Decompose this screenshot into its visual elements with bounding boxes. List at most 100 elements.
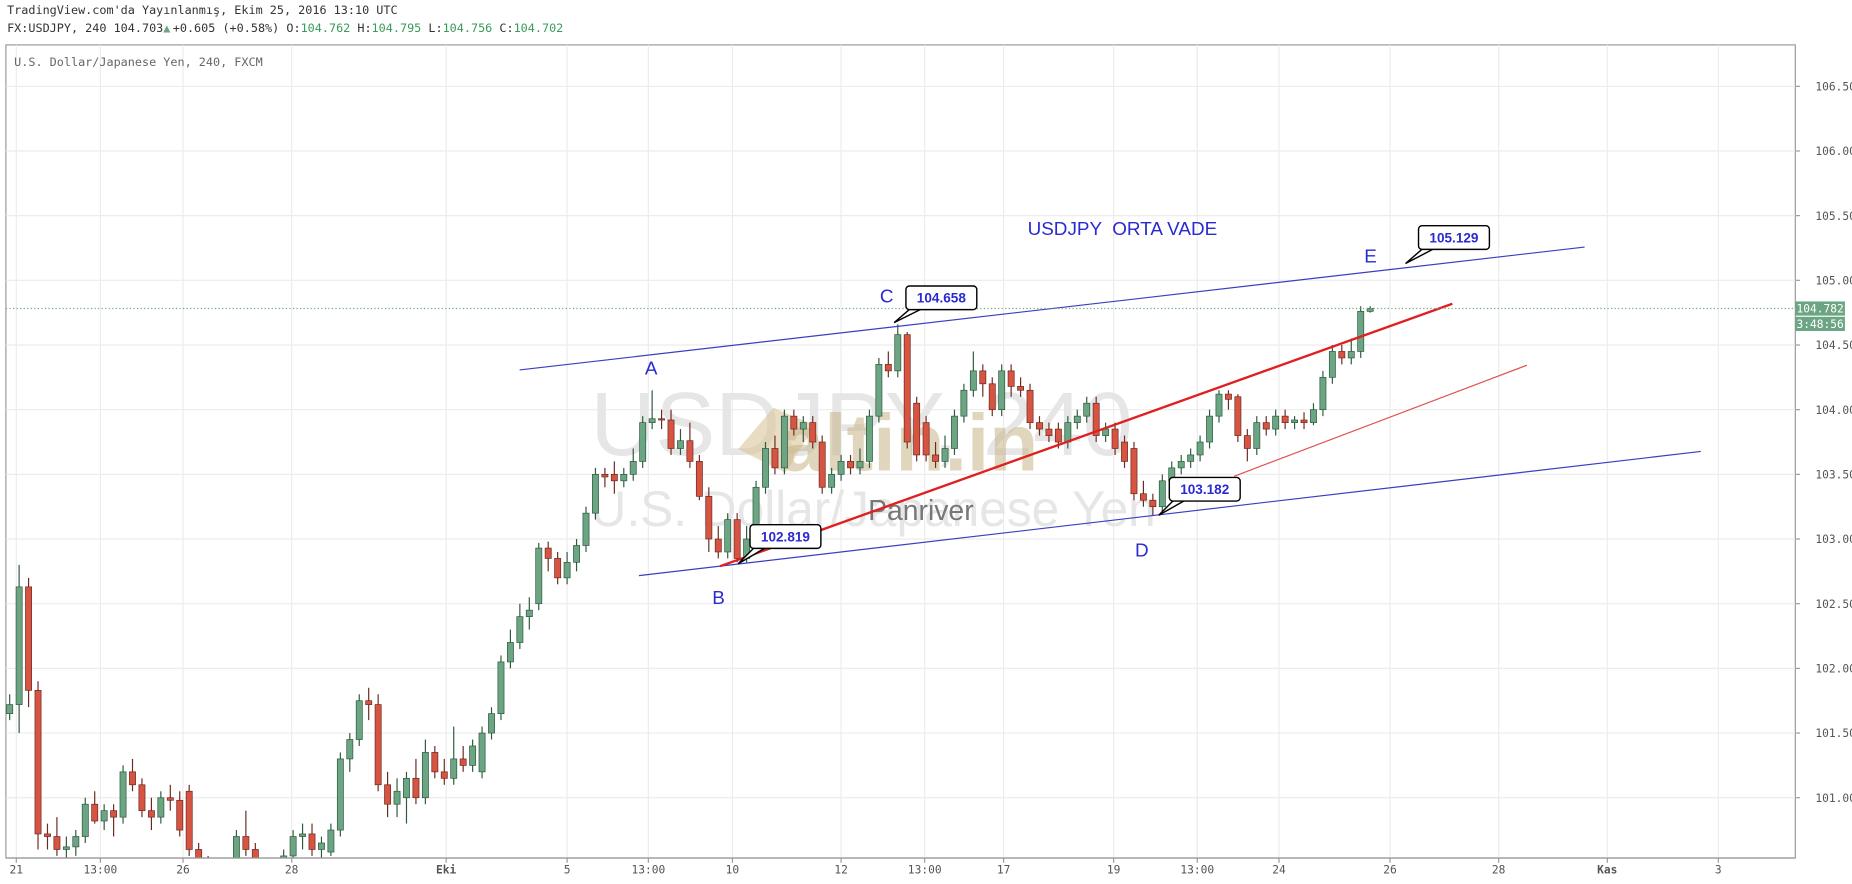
- x-tick-label: 28: [1492, 863, 1506, 876]
- candle-body: [847, 461, 854, 469]
- candle-body: [951, 415, 958, 449]
- candle-body: [554, 558, 562, 579]
- candle-body: [1262, 422, 1270, 430]
- candle-body: [1206, 415, 1213, 443]
- y-tick-label: 101.000: [1815, 792, 1852, 805]
- x-tick-label: 5: [564, 863, 571, 876]
- candle-body: [280, 855, 288, 858]
- countdown-box: [1795, 316, 1845, 331]
- candle-body: [610, 473, 618, 482]
- grid: [5, 44, 1796, 858]
- candle-body: [1111, 428, 1119, 449]
- candle-body: [469, 745, 477, 766]
- last-price-box: [1795, 301, 1845, 316]
- candle-body: [1121, 441, 1128, 462]
- candle-body: [856, 461, 864, 469]
- candle-body: [1130, 448, 1138, 495]
- callout-label: 105.129: [1429, 230, 1479, 245]
- candle-body: [318, 842, 325, 850]
- x-tick-label: 26: [1383, 863, 1397, 876]
- quote-value: 104.795: [372, 21, 422, 35]
- candle-body: [440, 771, 448, 779]
- trend-line: [638, 450, 1701, 577]
- candle-body: [563, 561, 571, 579]
- candle-body: [450, 758, 458, 779]
- candle-body: [1234, 396, 1242, 436]
- candle-body: [1253, 422, 1261, 449]
- trend-line: [1233, 364, 1528, 477]
- candle-body: [1310, 409, 1317, 423]
- candle-body: [242, 836, 250, 850]
- candle-body: [214, 875, 220, 878]
- axes: 101.000 101.500 102.000 102.500 103.000 103.5…: [5, 80, 1852, 876]
- x-tick-label: 13:00: [908, 863, 942, 876]
- y-tick-label: 103.000: [1815, 533, 1852, 546]
- x-tick-label: Eki: [436, 863, 457, 876]
- candle-body: [525, 609, 533, 617]
- y-tick-label: 104.500: [1815, 339, 1852, 352]
- y-tick-label: 104.000: [1815, 404, 1852, 417]
- candle-body: [44, 833, 51, 837]
- x-tick-label: 13:00: [1180, 863, 1214, 876]
- y-tick-label: 105.000: [1815, 274, 1852, 287]
- candle-body: [262, 869, 268, 873]
- candle-body: [119, 771, 127, 818]
- candle-body: [110, 810, 118, 818]
- candle-body: [1149, 499, 1157, 508]
- candle-body: [81, 803, 89, 837]
- last-price-label: 104.782: [1796, 303, 1843, 316]
- arrow: ▲: [163, 21, 171, 35]
- candle-body: [714, 538, 722, 553]
- candle-body: [166, 797, 174, 801]
- candle-body: [403, 777, 410, 799]
- candle-body: [695, 461, 703, 497]
- candle-body: [62, 846, 70, 850]
- candle-body: [1083, 402, 1091, 417]
- candle-body: [1215, 393, 1223, 417]
- candle-body: [1073, 415, 1081, 423]
- x-tick-label: 10: [726, 863, 740, 876]
- candle-body: [884, 364, 892, 372]
- x-tick-label: 26: [176, 863, 190, 876]
- callout-pointer: [1405, 247, 1436, 265]
- candle-body: [922, 422, 930, 456]
- candle-body: [1017, 386, 1025, 391]
- x-tick-label: 13:00: [631, 863, 665, 876]
- trend-line: [719, 302, 1453, 568]
- candle-body: [15, 586, 23, 705]
- candle-body: [620, 473, 628, 482]
- x-tick-label: 3: [1715, 863, 1722, 876]
- candle-body: [185, 790, 193, 850]
- candle-body: [271, 865, 277, 873]
- candle-body: [308, 833, 316, 850]
- quote-value: 104.702: [514, 21, 564, 35]
- candle-body: [1196, 441, 1204, 456]
- symbol: FX:USDJPY, 240: [7, 21, 106, 35]
- callout-box: [749, 524, 822, 550]
- candle-body: [412, 777, 420, 799]
- candle-body: [988, 383, 996, 411]
- candle-body: [809, 422, 817, 443]
- x-tick-label: 21: [10, 863, 24, 876]
- quote-key: O:: [286, 21, 300, 35]
- candle-body: [932, 454, 939, 462]
- x-tick-label: 19: [1107, 863, 1121, 876]
- candle-body: [1338, 351, 1346, 359]
- candle-body: [601, 473, 609, 478]
- candle-body: [979, 370, 987, 385]
- y-tick-label: 102.500: [1815, 598, 1852, 611]
- wave-label: B: [712, 588, 725, 609]
- candle-body: [327, 829, 335, 853]
- candle-body: [790, 415, 798, 430]
- candle-body: [818, 441, 826, 488]
- callout-box: [905, 285, 978, 311]
- x-tick-label: 12: [834, 863, 848, 876]
- plot-frame: [5, 44, 1796, 859]
- candle-body: [393, 790, 401, 805]
- candle-body: [72, 836, 80, 848]
- x-tick-label: 28: [285, 863, 299, 876]
- candle-body: [488, 713, 495, 734]
- x-tick-label: Kas: [1597, 863, 1617, 876]
- candle-body: [1045, 428, 1053, 436]
